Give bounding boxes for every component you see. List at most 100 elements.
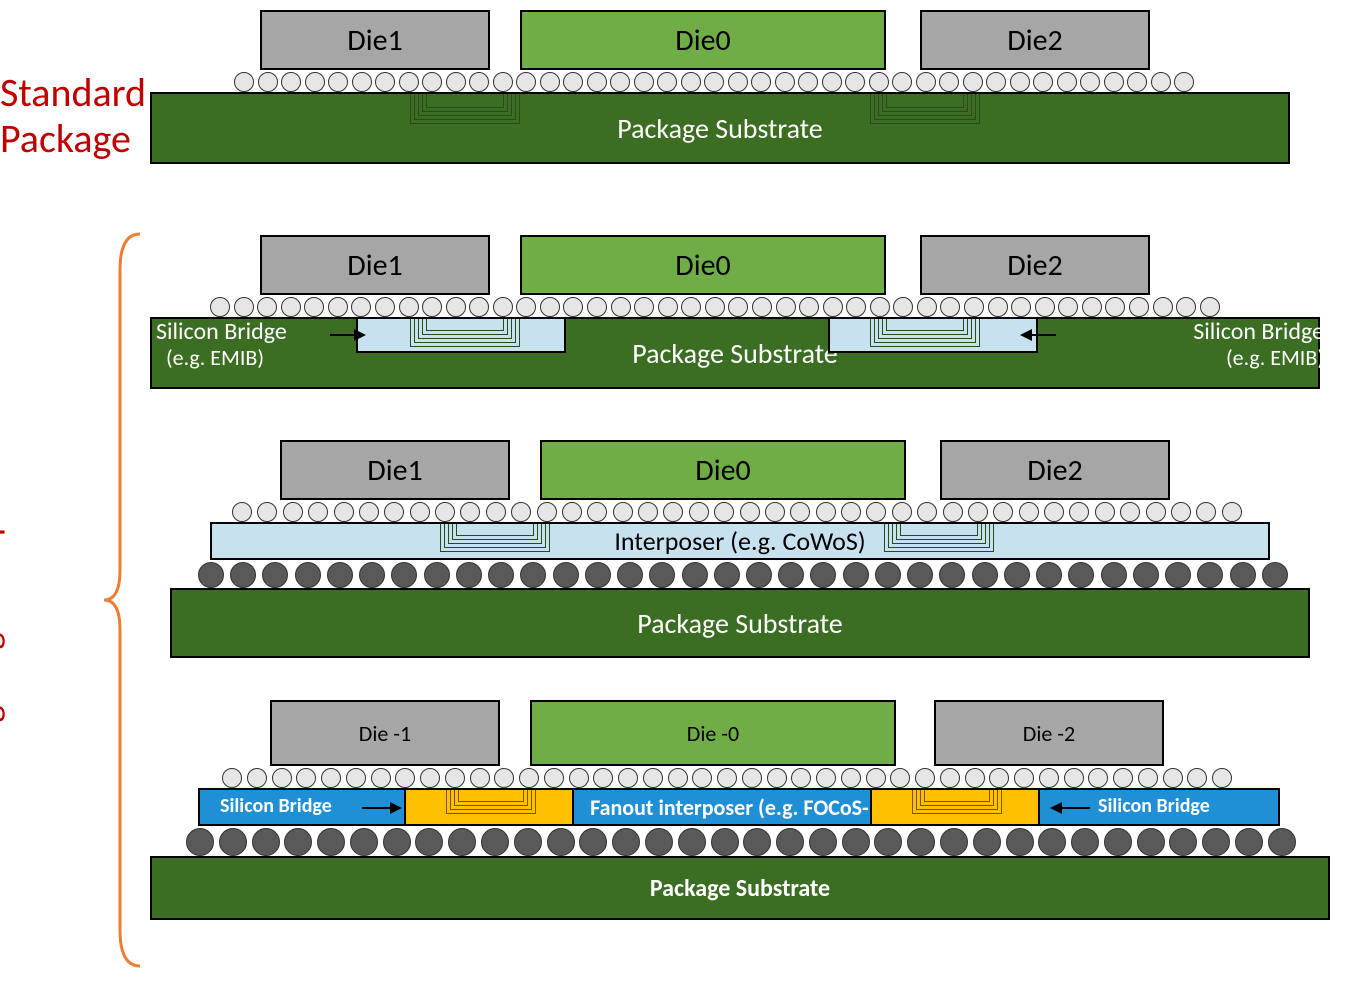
bump xyxy=(281,72,301,92)
bump xyxy=(328,297,348,317)
bump xyxy=(704,72,724,92)
bump xyxy=(516,72,536,92)
bump xyxy=(1169,828,1197,856)
standard-l1: Standard xyxy=(0,68,146,117)
bump xyxy=(790,502,810,522)
bump xyxy=(988,297,1008,317)
microbumps-row xyxy=(222,768,1232,788)
bump xyxy=(375,297,395,317)
bump xyxy=(1212,768,1232,788)
die2: Die -2 xyxy=(934,700,1164,766)
die1: Die1 xyxy=(260,10,490,70)
bump xyxy=(537,502,557,522)
bump xyxy=(547,828,575,856)
bump xyxy=(435,502,455,522)
bump xyxy=(916,72,936,92)
package-substrate: Package Substrate xyxy=(150,856,1330,920)
die1-label: Die1 xyxy=(347,22,402,59)
advanced-packaging-label: Advanced Packaginmg: Examples xyxy=(0,477,8,957)
bump xyxy=(986,72,1006,92)
microbumps-row xyxy=(234,72,1194,92)
bump xyxy=(989,768,1009,788)
bump xyxy=(281,297,301,317)
bump xyxy=(399,72,419,92)
bump xyxy=(540,72,560,92)
bump xyxy=(890,768,910,788)
bump xyxy=(456,562,482,588)
bump xyxy=(1146,502,1166,522)
bump xyxy=(907,828,935,856)
bump xyxy=(907,562,933,588)
bump xyxy=(410,502,430,522)
bump xyxy=(1014,768,1034,788)
bump xyxy=(1163,768,1183,788)
bump xyxy=(308,502,328,522)
bump xyxy=(514,828,542,856)
bump xyxy=(689,502,709,522)
die0-label: Die0 xyxy=(675,22,730,59)
bump xyxy=(963,72,983,92)
bump xyxy=(649,562,675,588)
bump xyxy=(714,502,734,522)
bump xyxy=(1057,72,1077,92)
trace-line xyxy=(886,319,964,331)
bump xyxy=(1044,502,1064,522)
bump xyxy=(519,768,539,788)
arrow-right-icon xyxy=(330,329,366,341)
sb-right-label: Silicon Bridge xyxy=(1098,794,1210,818)
die0: Die0 xyxy=(540,440,906,500)
bump xyxy=(1153,297,1173,317)
bump xyxy=(470,768,490,788)
bump xyxy=(791,768,811,788)
bump xyxy=(798,72,818,92)
bump xyxy=(1127,72,1147,92)
bump xyxy=(743,828,771,856)
bump xyxy=(334,502,354,522)
bump xyxy=(351,297,371,317)
sb-l: Silicon Bridge xyxy=(220,794,332,818)
bump xyxy=(634,297,654,317)
bump xyxy=(1137,828,1165,856)
bump xyxy=(222,768,242,788)
bump xyxy=(210,297,230,317)
bump xyxy=(643,768,663,788)
bump xyxy=(893,297,913,317)
bump xyxy=(258,72,278,92)
bump xyxy=(445,768,465,788)
bump xyxy=(611,297,631,317)
arrow-left-icon xyxy=(1020,329,1056,341)
bump xyxy=(965,768,985,788)
bump xyxy=(1104,828,1132,856)
bump xyxy=(799,297,819,317)
bump xyxy=(321,768,341,788)
bump xyxy=(305,72,325,92)
bump xyxy=(816,502,836,522)
bump xyxy=(668,768,688,788)
bump xyxy=(1133,562,1159,588)
bump xyxy=(415,828,443,856)
bump xyxy=(613,502,633,522)
bump xyxy=(1105,297,1125,317)
bump xyxy=(717,768,737,788)
die0-label: Die -0 xyxy=(687,720,739,747)
standard-section: Die1 Die0 Die2 Package Substrate xyxy=(150,10,1336,170)
focos-section: Die -1 Die -0 Die -2 Fanout interposer (… xyxy=(150,700,1336,930)
bump xyxy=(1171,502,1191,522)
emib-l1: Silicon Bridge xyxy=(156,317,287,346)
bump xyxy=(1151,72,1171,92)
bump xyxy=(1069,502,1089,522)
bump xyxy=(520,562,546,588)
bump xyxy=(943,502,963,522)
bump xyxy=(751,72,771,92)
bump xyxy=(752,297,772,317)
bump xyxy=(776,828,804,856)
bump xyxy=(776,297,796,317)
bump xyxy=(940,297,960,317)
bump xyxy=(663,502,683,522)
die2: Die2 xyxy=(940,440,1170,500)
bump xyxy=(230,562,256,588)
bump xyxy=(1196,502,1216,522)
bump xyxy=(1187,768,1207,788)
bump xyxy=(469,72,489,92)
emib-r1: Silicon Bridge xyxy=(1193,317,1324,346)
